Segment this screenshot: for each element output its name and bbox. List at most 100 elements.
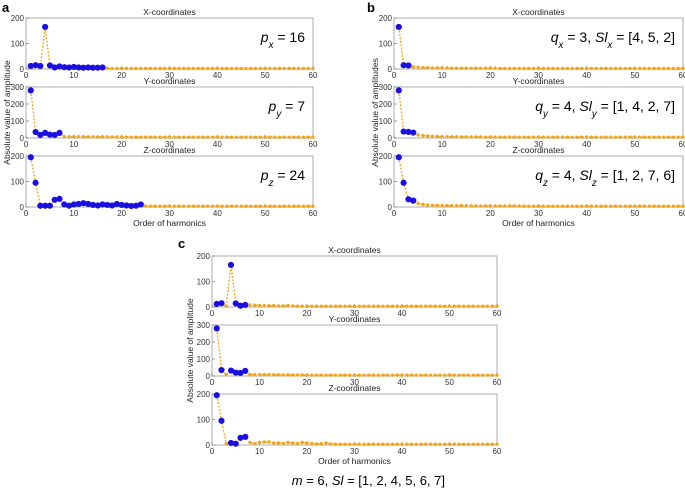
data-point [234,135,239,139]
data-point-selected [42,23,49,31]
x-axis-label: Order of harmonics [318,456,391,466]
data-point [143,135,148,139]
data-point [594,66,598,71]
data-point [224,442,228,446]
data-point [257,303,262,308]
data-point [495,373,499,377]
data-point [462,442,466,446]
data-point-selected [27,87,34,94]
data-point [272,373,276,377]
x-tick-label: 60 [679,209,685,218]
data-point [424,373,428,377]
data-point [158,135,162,139]
x-tick-label: 30 [534,140,543,149]
data-point [551,204,555,208]
data-point [565,135,570,139]
data-point-selected [42,202,49,209]
y-tick-label: 0 [206,372,211,381]
panel-label: c [178,236,185,251]
data-point [287,66,291,71]
data-point [100,135,105,139]
data-point [452,304,456,308]
y-tick-label: 200 [379,14,393,23]
data-point-selected [27,154,34,161]
data-point [348,373,352,377]
data-point-selected [70,201,77,208]
data-point [158,204,162,208]
data-point [248,440,252,445]
x-tick-label: 20 [117,71,126,80]
data-point [435,66,440,70]
x-tick-label: 10 [438,209,447,218]
subplot-annotation: pz = 24 [260,167,305,189]
data-point [281,441,285,446]
data-point [287,204,291,208]
data-point [300,373,304,377]
data-point [445,134,449,139]
data-point [681,66,685,71]
data-point [560,135,565,139]
data-point [282,66,286,71]
data-point [457,304,461,308]
data-point [479,66,483,70]
data-point-selected [242,433,249,440]
data-point [300,304,304,308]
data-point [281,304,285,308]
data-point-selected [37,62,44,70]
data-point [153,204,157,208]
data-point [206,204,210,208]
data-point [258,66,263,71]
data-point-selected [32,128,39,136]
data-point [124,135,129,139]
data-point [267,440,271,444]
data-point [531,66,536,71]
data-point-selected [395,23,402,31]
data-point [546,204,550,208]
data-point [474,135,478,139]
data-point [570,204,574,208]
data-point [276,304,281,308]
data-point [609,135,613,139]
data-point [495,442,499,446]
x-tick-label: 60 [309,140,318,149]
x-tick-label: 0 [210,447,215,456]
subplot-y-coordinates: Y-coordinates 0 100 200 300 0 10 20 30 40 50 60 [197,314,502,387]
data-point [628,135,632,139]
data-point [450,204,454,208]
data-point [105,66,110,70]
data-point-selected [56,195,63,202]
data-point [459,204,464,208]
data-point [493,135,497,139]
data-point [348,442,352,446]
data-point-selected [400,128,407,135]
x-tick-label: 50 [630,209,639,218]
data-point [333,304,338,308]
data-point [215,204,220,208]
data-point [479,204,483,208]
data-point [282,135,286,139]
x-tick-label: 10 [69,71,78,80]
data-point-selected [61,64,68,71]
data-point [262,372,266,377]
y-tick-label: 300 [11,83,25,92]
data-point [438,442,442,446]
data-point-selected [51,196,58,203]
data-point [367,373,371,377]
y-tick-label: 300 [197,321,211,330]
data-point [329,304,333,308]
data-point [618,204,623,208]
data-point [426,134,430,138]
data-point [609,204,613,208]
x-tick-label: 50 [261,71,270,80]
data-point [575,66,579,71]
data-point [306,66,310,71]
data-point-selected [118,201,125,209]
y-tick-label: 100 [11,40,25,49]
data-point [450,135,454,139]
data-point [584,66,589,71]
data-point [139,66,143,71]
data-point [229,135,234,139]
data-point [447,373,452,377]
data-point-selected [42,129,49,136]
